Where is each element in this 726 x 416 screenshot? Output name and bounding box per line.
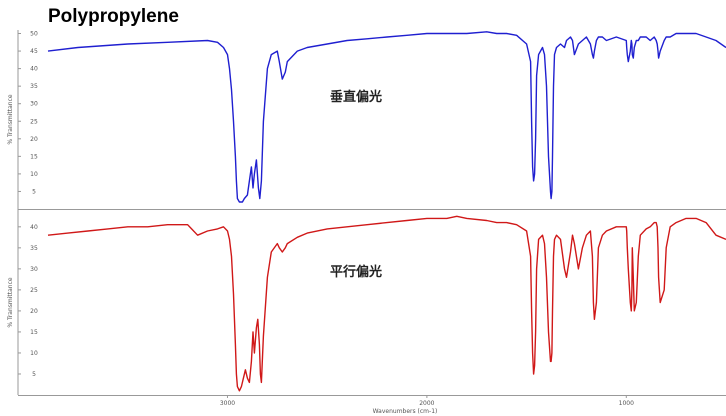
- y-tick-label: 10: [30, 171, 38, 178]
- spectrum-line-parallel: [47, 215, 726, 392]
- y-axis-label: % Transmittance: [7, 94, 14, 144]
- plot-frame: [17, 30, 726, 396]
- y-tick-label: 25: [30, 287, 38, 294]
- spectrum-line-perpendicular: [47, 31, 726, 203]
- y-tick-label: 35: [30, 83, 38, 90]
- y-axis-label: % Transmittance: [7, 277, 14, 327]
- y-tick-label: 5: [32, 188, 36, 195]
- y-tick-label: 45: [30, 48, 38, 55]
- y-tick-label: 15: [30, 153, 38, 160]
- y-tick-label: 30: [30, 266, 38, 273]
- chart-title: Polypropylene: [48, 6, 179, 27]
- y-tick-label: 30: [30, 101, 38, 108]
- x-axis: 3000 2000 1000 Wavenumbers (cm-1): [220, 395, 634, 415]
- polarization-label: 垂直偏光: [330, 89, 382, 105]
- y-tick-label: 20: [30, 308, 38, 315]
- polarization-label: 平行偏光: [330, 264, 382, 280]
- x-tick-label: 2000: [419, 400, 434, 407]
- x-axis-label: Wavenumbers (cm-1): [373, 408, 438, 415]
- x-tick-label: 3000: [220, 400, 235, 407]
- top-panel: 5 10 15 20 25 30 35 40 45 50 % Transmittance 垂直偏光: [7, 31, 726, 203]
- x-tick-label: 1000: [619, 400, 634, 407]
- y-tick-label: 50: [30, 31, 38, 38]
- y-tick-label: 10: [30, 350, 38, 357]
- y-tick-label: 5: [32, 371, 36, 378]
- y-tick-label: 35: [30, 245, 38, 252]
- bottom-panel: 5 10 15 20 25 30 35 40 % Transmittance 平行偏光: [7, 215, 726, 392]
- y-tick-label: 20: [30, 136, 38, 143]
- y-tick-label: 40: [30, 66, 38, 73]
- y-tick-label: 15: [30, 329, 38, 336]
- y-tick-label: 25: [30, 118, 38, 125]
- y-tick-label: 40: [30, 224, 38, 231]
